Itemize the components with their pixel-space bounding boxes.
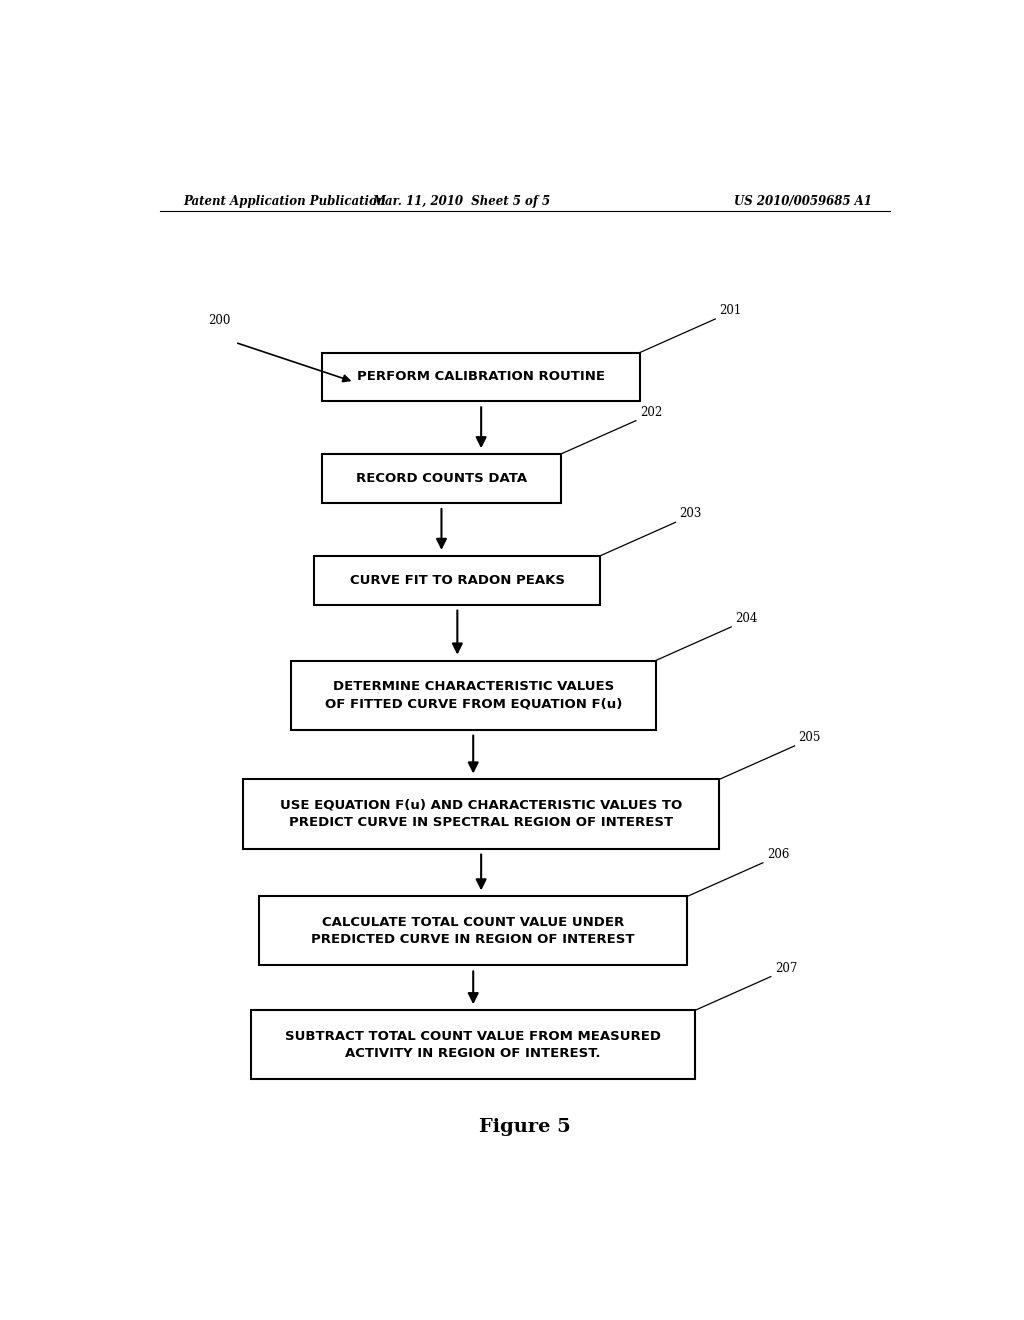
Text: US 2010/0059685 A1: US 2010/0059685 A1 <box>733 194 871 207</box>
FancyBboxPatch shape <box>323 352 640 401</box>
Text: CURVE FIT TO RADON PEAKS: CURVE FIT TO RADON PEAKS <box>350 574 565 586</box>
Text: 200: 200 <box>208 314 230 327</box>
Text: 206: 206 <box>767 847 790 861</box>
Text: DETERMINE CHARACTERISTIC VALUES
OF FITTED CURVE FROM EQUATION F(u): DETERMINE CHARACTERISTIC VALUES OF FITTE… <box>325 680 622 710</box>
Text: 207: 207 <box>775 961 797 974</box>
FancyBboxPatch shape <box>323 454 560 503</box>
Text: Patent Application Publication: Patent Application Publication <box>183 194 386 207</box>
Text: 202: 202 <box>640 405 663 418</box>
FancyBboxPatch shape <box>291 660 655 730</box>
FancyBboxPatch shape <box>243 779 719 849</box>
Text: 201: 201 <box>719 304 741 317</box>
FancyBboxPatch shape <box>251 1010 695 1080</box>
Text: CALCULATE TOTAL COUNT VALUE UNDER
PREDICTED CURVE IN REGION OF INTEREST: CALCULATE TOTAL COUNT VALUE UNDER PREDIC… <box>311 916 635 946</box>
Text: Mar. 11, 2010  Sheet 5 of 5: Mar. 11, 2010 Sheet 5 of 5 <box>373 194 550 207</box>
Text: RECORD COUNTS DATA: RECORD COUNTS DATA <box>356 473 527 484</box>
FancyBboxPatch shape <box>314 556 600 605</box>
Text: USE EQUATION F(u) AND CHARACTERISTIC VALUES TO
PREDICT CURVE IN SPECTRAL REGION : USE EQUATION F(u) AND CHARACTERISTIC VAL… <box>280 799 682 829</box>
Text: 204: 204 <box>735 612 758 624</box>
Text: Figure 5: Figure 5 <box>479 1118 570 1137</box>
Text: 203: 203 <box>680 507 701 520</box>
Text: PERFORM CALIBRATION ROUTINE: PERFORM CALIBRATION ROUTINE <box>357 371 605 383</box>
Text: 205: 205 <box>799 731 821 744</box>
FancyBboxPatch shape <box>259 896 687 965</box>
Text: SUBTRACT TOTAL COUNT VALUE FROM MEASURED
ACTIVITY IN REGION OF INTEREST.: SUBTRACT TOTAL COUNT VALUE FROM MEASURED… <box>286 1030 662 1060</box>
